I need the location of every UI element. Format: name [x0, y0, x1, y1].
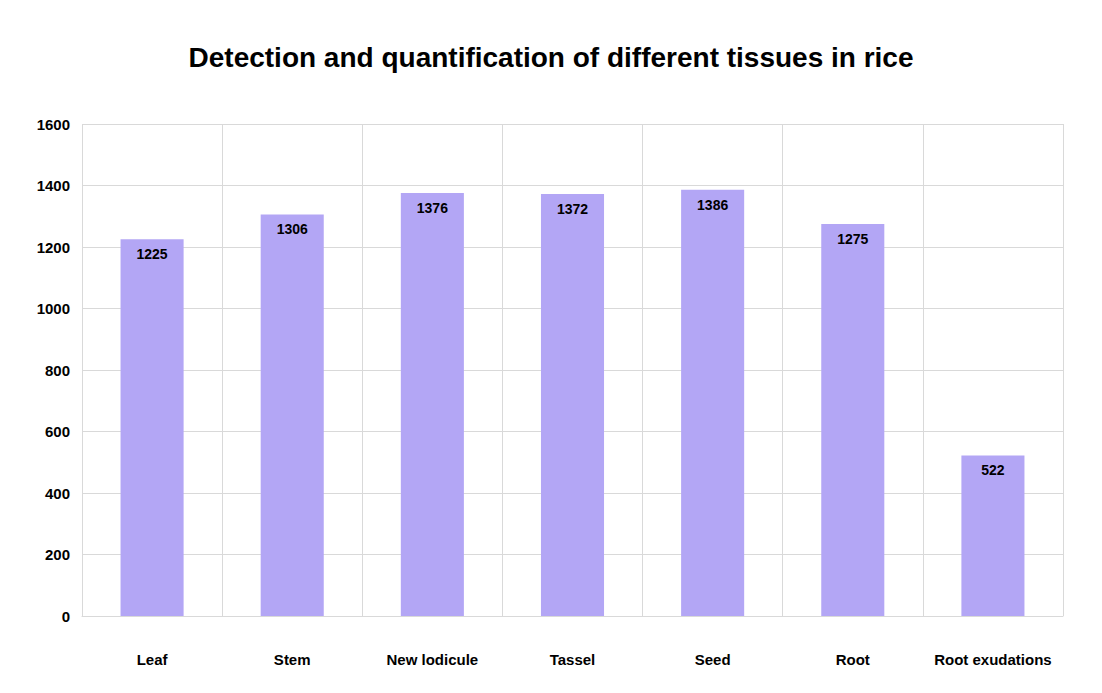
svg-text:1372: 1372: [557, 201, 588, 217]
svg-text:1400: 1400: [37, 177, 70, 194]
svg-text:1000: 1000: [37, 300, 70, 317]
svg-text:Detection and quantification o: Detection and quantification of differen…: [189, 42, 914, 73]
svg-text:400: 400: [45, 485, 70, 502]
svg-text:1275: 1275: [837, 231, 868, 247]
svg-text:Root exudations: Root exudations: [934, 651, 1052, 668]
svg-text:1386: 1386: [697, 197, 728, 213]
svg-text:522: 522: [981, 462, 1005, 478]
svg-text:200: 200: [45, 546, 70, 563]
svg-text:600: 600: [45, 423, 70, 440]
svg-text:1600: 1600: [37, 116, 70, 133]
svg-text:1200: 1200: [37, 239, 70, 256]
svg-text:1225: 1225: [136, 246, 167, 262]
svg-text:0: 0: [62, 608, 70, 625]
svg-text:Root: Root: [836, 651, 870, 668]
svg-text:1376: 1376: [417, 200, 448, 216]
svg-text:Stem: Stem: [274, 651, 311, 668]
svg-text:800: 800: [45, 362, 70, 379]
svg-text:Tassel: Tassel: [550, 651, 596, 668]
svg-text:New lodicule: New lodicule: [387, 651, 479, 668]
svg-text:Seed: Seed: [695, 651, 731, 668]
svg-text:Leaf: Leaf: [137, 651, 169, 668]
svg-text:1306: 1306: [277, 221, 308, 237]
